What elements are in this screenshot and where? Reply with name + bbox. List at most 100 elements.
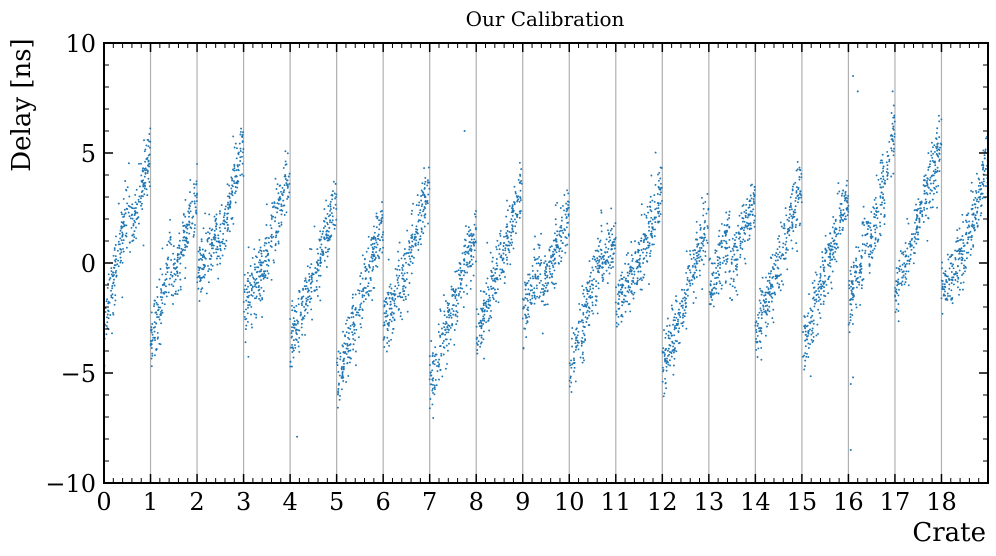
data-point — [495, 258, 498, 260]
data-point — [311, 272, 314, 275]
data-point — [462, 306, 465, 309]
data-point — [421, 203, 424, 206]
data-point — [730, 258, 733, 261]
data-point — [651, 243, 654, 246]
data-point — [829, 259, 832, 262]
data-point — [969, 230, 972, 233]
data-point — [909, 258, 912, 260]
data-point — [756, 356, 759, 358]
data-point — [468, 262, 471, 264]
plot-frame — [103, 42, 989, 484]
data-point — [735, 231, 738, 234]
data-point — [560, 236, 563, 238]
plot-border — [103, 42, 989, 484]
data-point — [649, 209, 652, 211]
data-point — [446, 349, 449, 352]
data-point — [353, 324, 356, 326]
data-point — [746, 216, 749, 219]
data-point — [258, 275, 261, 278]
data-point — [824, 259, 826, 262]
data-point — [585, 311, 588, 314]
data-point — [855, 271, 857, 274]
data-point — [362, 288, 365, 291]
data-point — [969, 236, 971, 239]
data-point — [778, 283, 781, 286]
data-point — [121, 226, 124, 229]
data-point — [261, 298, 264, 301]
data-point — [117, 240, 120, 243]
data-point — [554, 249, 557, 252]
data-point — [985, 185, 987, 188]
data-point — [968, 220, 971, 223]
data-point — [434, 378, 437, 381]
data-point — [883, 202, 886, 205]
data-point — [224, 227, 227, 230]
data-point — [230, 217, 233, 220]
data-point — [585, 286, 588, 289]
data-point — [970, 208, 973, 211]
data-point — [879, 203, 882, 206]
data-point — [595, 299, 598, 302]
data-point — [239, 174, 242, 177]
data-point — [813, 279, 816, 282]
data-point — [122, 250, 125, 253]
data-point — [779, 273, 782, 276]
data-point — [319, 299, 322, 302]
data-point — [924, 174, 927, 177]
data-point — [851, 314, 854, 317]
data-point — [967, 232, 970, 235]
data-point — [892, 104, 895, 107]
data-point — [574, 380, 577, 383]
data-point — [967, 251, 970, 254]
data-point — [150, 326, 153, 329]
data-point — [237, 153, 240, 156]
data-point — [420, 199, 423, 202]
data-point — [750, 197, 753, 200]
data-point — [375, 251, 378, 254]
data-point — [632, 281, 635, 284]
data-point — [376, 235, 379, 238]
data-point — [382, 324, 385, 327]
data-point — [555, 223, 557, 226]
data-point — [755, 340, 758, 343]
data-point — [891, 135, 894, 137]
data-point — [788, 234, 791, 237]
data-point — [651, 199, 654, 202]
data-point — [516, 216, 519, 218]
data-point — [926, 239, 929, 242]
data-point — [565, 226, 568, 229]
data-point — [504, 249, 507, 252]
data-point — [852, 261, 855, 264]
data-point — [109, 277, 112, 280]
data-point — [702, 207, 705, 210]
data-point — [129, 217, 132, 220]
data-point — [777, 237, 779, 240]
data-point — [617, 315, 620, 318]
data-point — [480, 336, 483, 339]
data-point — [306, 287, 309, 290]
data-point — [724, 280, 727, 283]
data-points — [103, 75, 989, 451]
data-point — [174, 273, 177, 276]
data-point — [931, 206, 934, 209]
data-point — [568, 385, 571, 388]
data-point — [560, 260, 563, 263]
data-point — [520, 179, 523, 182]
data-point — [913, 240, 916, 243]
data-point — [465, 261, 468, 264]
data-point — [647, 222, 650, 225]
data-point — [976, 210, 979, 213]
data-point — [280, 213, 283, 216]
data-point — [526, 293, 529, 296]
data-point — [859, 269, 861, 272]
data-point — [792, 216, 795, 218]
data-point — [289, 346, 292, 349]
data-point — [836, 192, 839, 195]
data-point — [282, 199, 285, 202]
data-point — [144, 169, 147, 172]
data-point — [606, 251, 609, 253]
data-point — [538, 255, 541, 258]
data-point — [220, 204, 223, 207]
data-point — [961, 274, 964, 276]
data-point — [234, 186, 237, 188]
